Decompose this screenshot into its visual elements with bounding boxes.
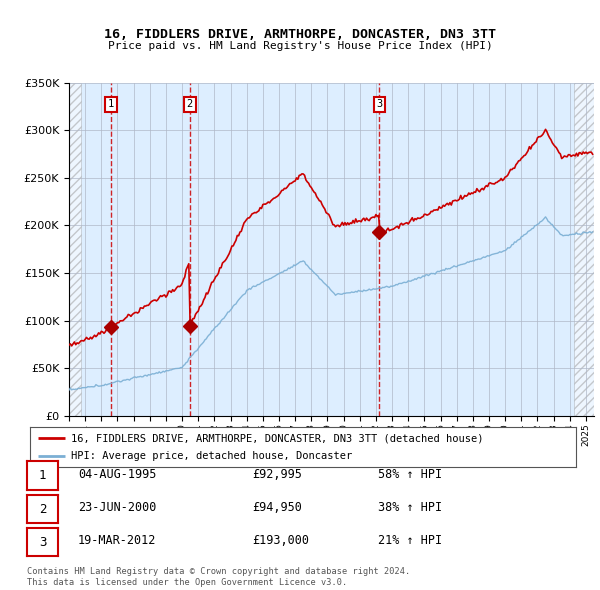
- Text: £193,000: £193,000: [252, 534, 309, 547]
- Text: 1: 1: [108, 99, 114, 109]
- Text: 3: 3: [376, 99, 382, 109]
- Text: 58% ↑ HPI: 58% ↑ HPI: [378, 467, 442, 480]
- Text: Contains HM Land Registry data © Crown copyright and database right 2024.
This d: Contains HM Land Registry data © Crown c…: [27, 568, 410, 586]
- Text: 16, FIDDLERS DRIVE, ARMTHORPE, DONCASTER, DN3 3TT: 16, FIDDLERS DRIVE, ARMTHORPE, DONCASTER…: [104, 28, 496, 41]
- Text: 2: 2: [39, 503, 46, 516]
- Text: 38% ↑ HPI: 38% ↑ HPI: [378, 501, 442, 514]
- Text: 16, FIDDLERS DRIVE, ARMTHORPE, DONCASTER, DN3 3TT (detached house): 16, FIDDLERS DRIVE, ARMTHORPE, DONCASTER…: [71, 434, 484, 444]
- Bar: [574, 83, 594, 416]
- Text: 2: 2: [187, 99, 193, 109]
- Text: 3: 3: [39, 536, 46, 549]
- Bar: [69, 83, 81, 416]
- Text: 1: 1: [39, 469, 46, 482]
- Text: 19-MAR-2012: 19-MAR-2012: [78, 534, 157, 547]
- Text: Price paid vs. HM Land Registry's House Price Index (HPI): Price paid vs. HM Land Registry's House …: [107, 41, 493, 51]
- Text: 21% ↑ HPI: 21% ↑ HPI: [378, 534, 442, 547]
- Text: HPI: Average price, detached house, Doncaster: HPI: Average price, detached house, Donc…: [71, 451, 352, 461]
- Text: 23-JUN-2000: 23-JUN-2000: [78, 501, 157, 514]
- Text: £92,995: £92,995: [252, 467, 302, 480]
- Text: 04-AUG-1995: 04-AUG-1995: [78, 467, 157, 480]
- Text: £94,950: £94,950: [252, 501, 302, 514]
